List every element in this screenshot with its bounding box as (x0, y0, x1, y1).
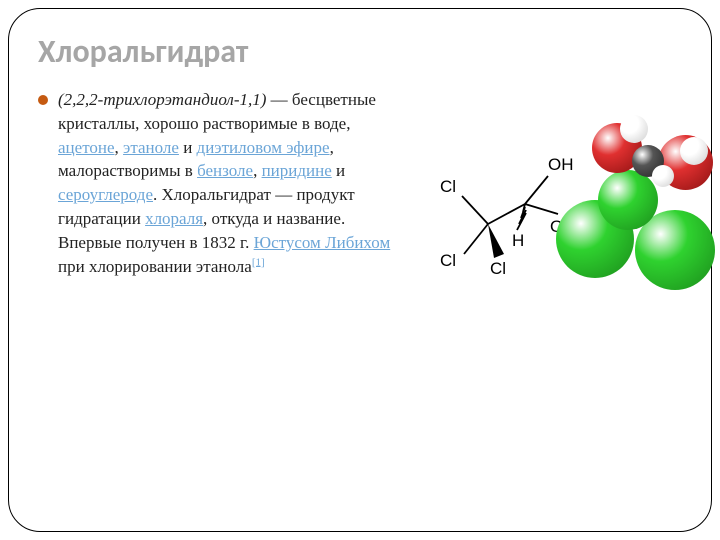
link-chloral[interactable]: хлораля (145, 209, 203, 228)
iupac-name: (2,2,2-трихлорэтандиол-1,1) (58, 90, 266, 109)
link-liebig[interactable]: Юстусом Либихом (254, 233, 391, 252)
atom (620, 115, 648, 143)
link-acetone[interactable]: ацетоне (58, 138, 115, 157)
svg-text:Cl: Cl (490, 259, 506, 278)
link-carbon-disulfide[interactable]: сероуглероде (58, 185, 153, 204)
atom (652, 165, 674, 187)
link-benzene[interactable]: бензоле (197, 161, 253, 180)
link-diethyl-ether[interactable]: диэтиловом эфире (197, 138, 330, 157)
svg-text:OH: OH (548, 155, 574, 174)
space-filling-model (580, 115, 715, 290)
link-ethanol[interactable]: этаноле (123, 138, 179, 157)
svg-text:Cl: Cl (440, 177, 456, 196)
svg-text:Cl: Cl (440, 251, 456, 270)
page-title: Хлоральгидрат (38, 32, 248, 71)
svg-text:H: H (512, 231, 524, 250)
bullet-icon (38, 95, 48, 105)
atom (680, 137, 708, 165)
link-pyridine[interactable]: пиридине (262, 161, 332, 180)
paragraph: (2,2,2-трихлорэтандиол-1,1) — бесцветные… (58, 88, 403, 278)
atom (598, 170, 658, 230)
body-text: (2,2,2-трихлорэтандиол-1,1) — бесцветные… (38, 88, 403, 278)
ref-1[interactable]: [1] (252, 256, 265, 268)
slide: Хлоральгидрат (2,2,2-трихлорэтандиол-1,1… (0, 0, 720, 540)
structural-formula: Cl Cl Cl OH OH H (430, 134, 580, 284)
